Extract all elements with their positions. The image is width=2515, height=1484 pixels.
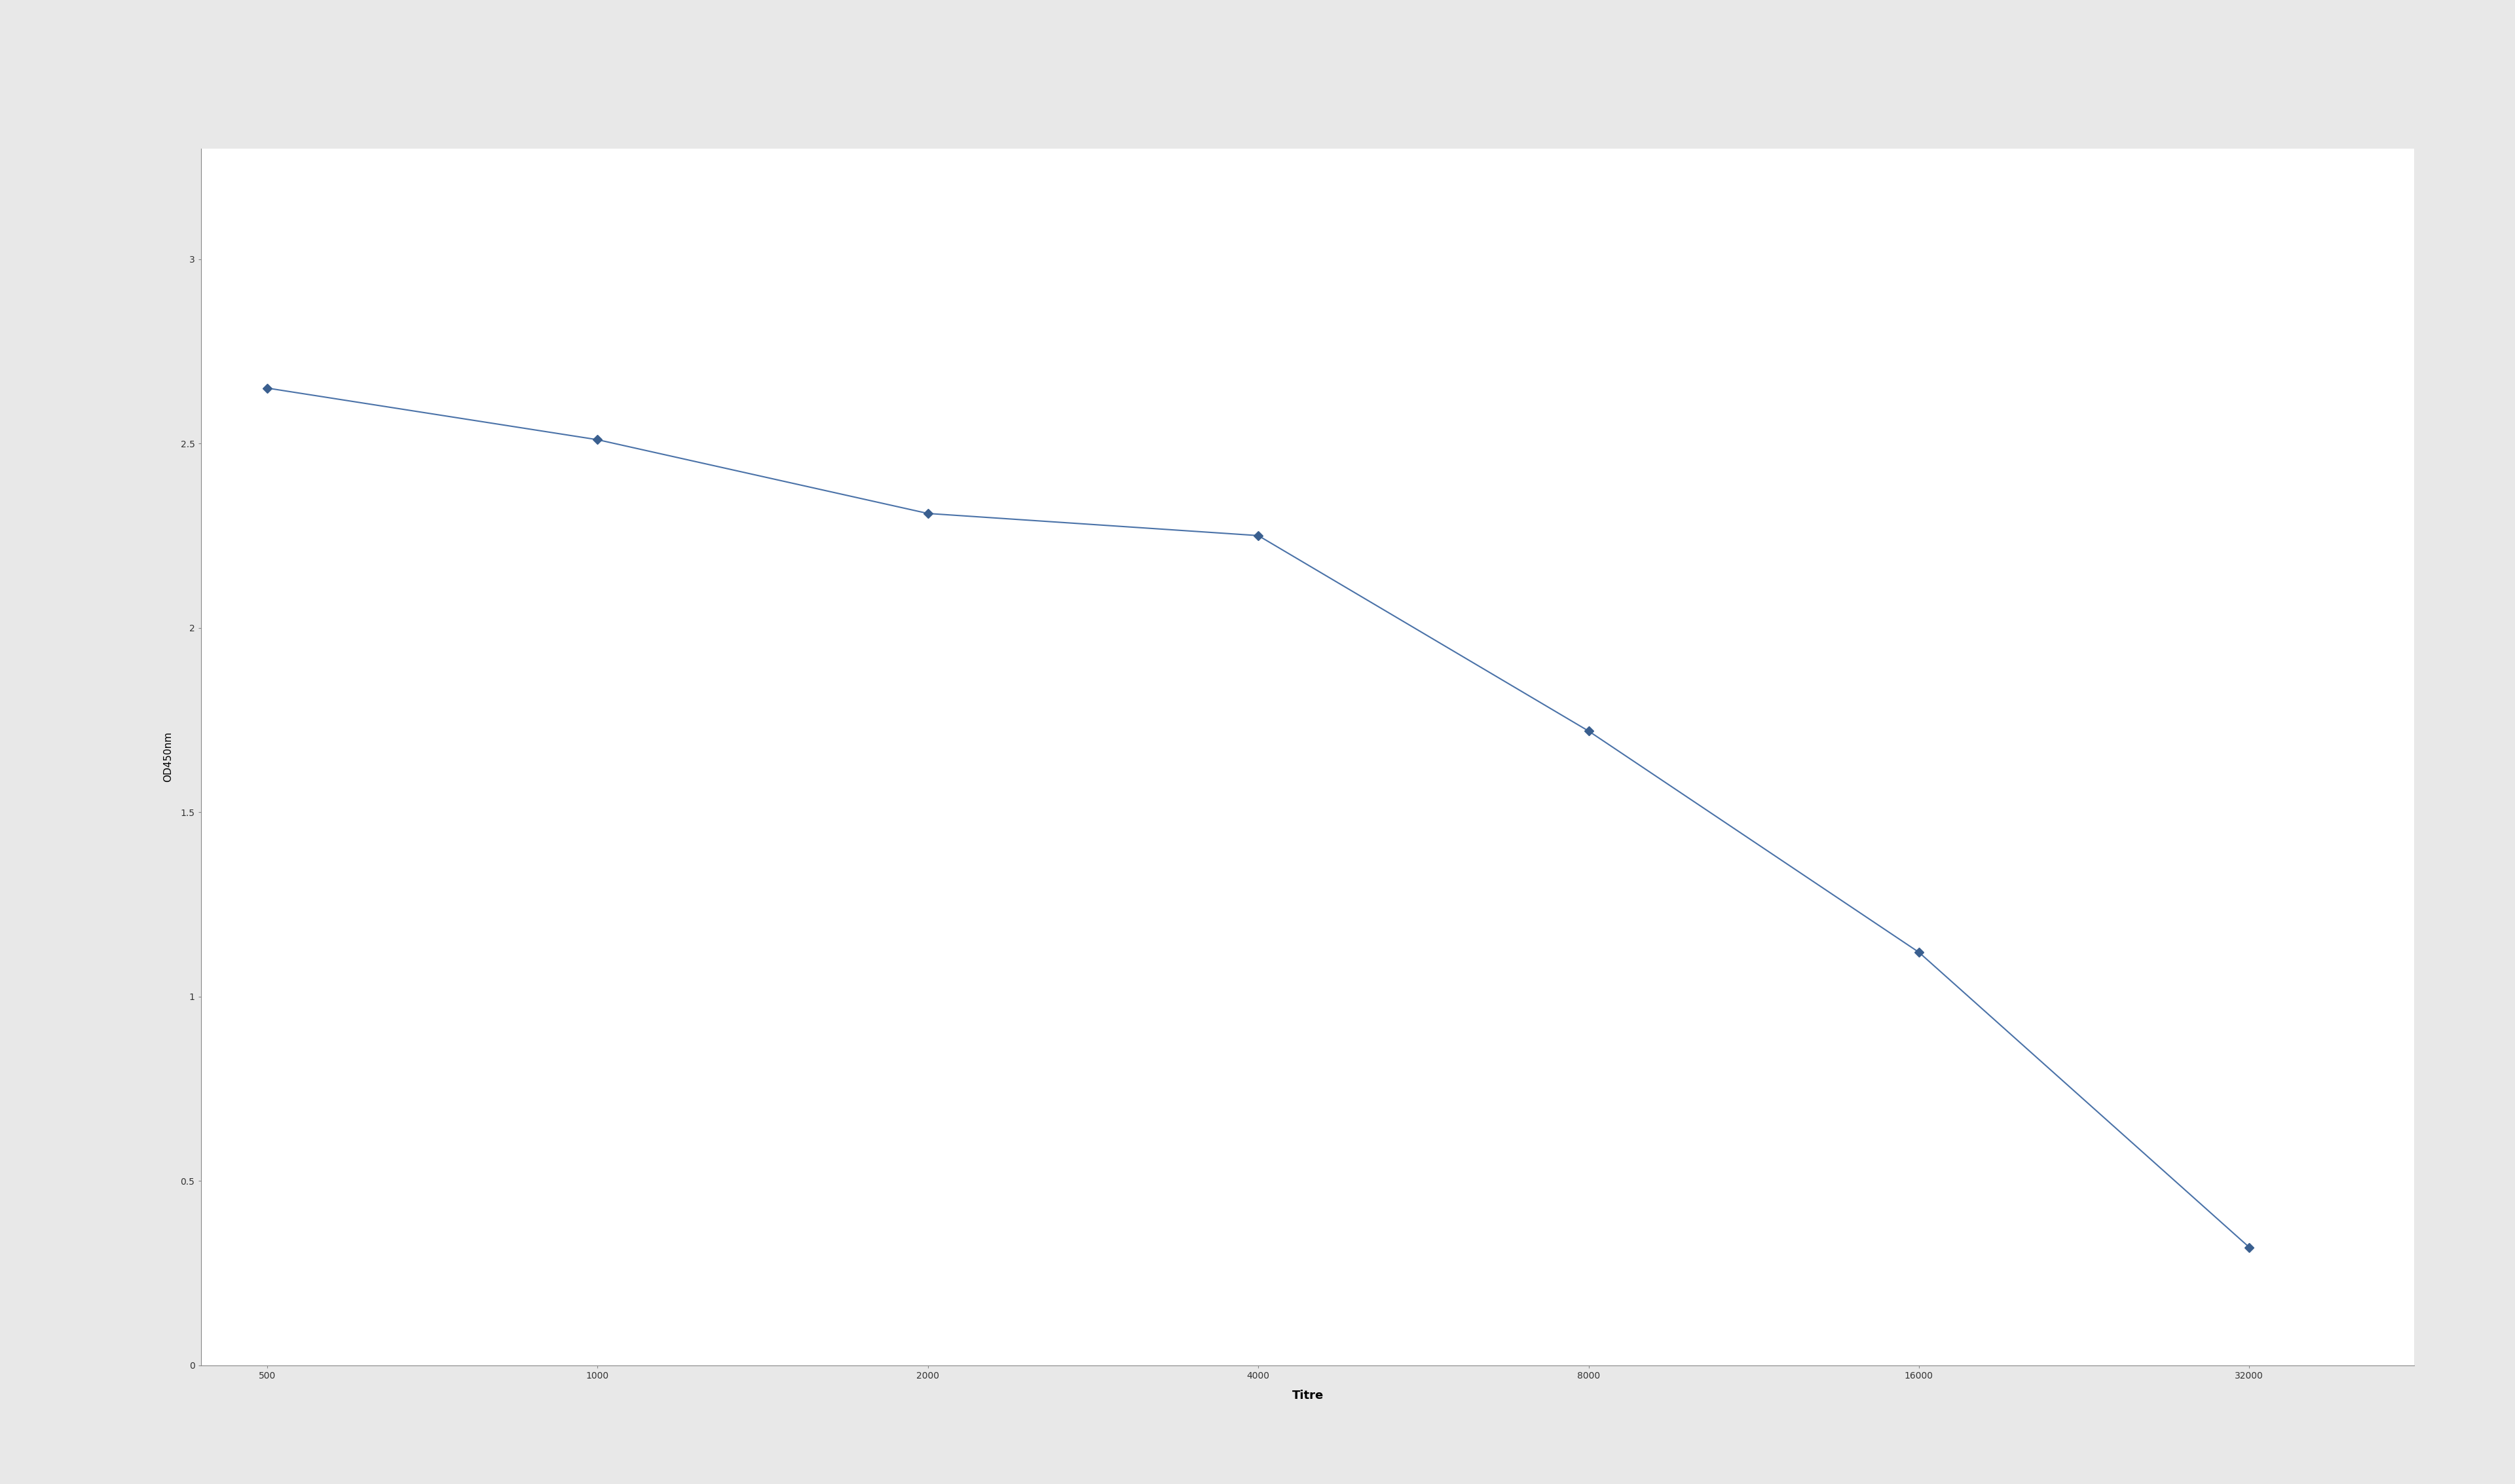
X-axis label: Titre: Titre: [1293, 1391, 1323, 1402]
Y-axis label: OD450nm: OD450nm: [163, 732, 174, 782]
